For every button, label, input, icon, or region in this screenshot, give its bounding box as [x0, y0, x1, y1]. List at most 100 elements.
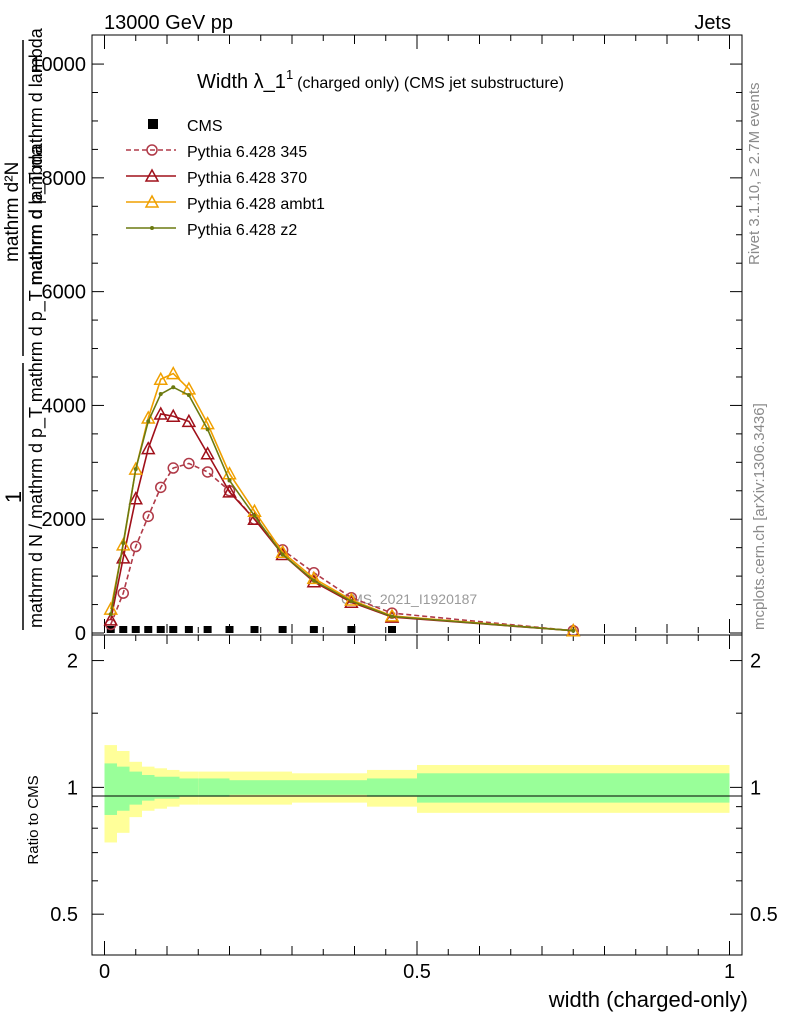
y-tick-label: 2000 [42, 509, 87, 531]
ratio-band-inner [117, 766, 130, 811]
legend-entry: Pythia 6.428 370 [126, 168, 307, 187]
data-point [156, 626, 165, 633]
data-point [155, 481, 167, 494]
ratio-tick-label-right: 1 [750, 777, 761, 799]
data-point [306, 574, 322, 588]
title-subtitle: (charged only) (CMS jet substructure) [297, 75, 564, 92]
data-point [205, 427, 210, 432]
ratio-tick-label: 0.5 [50, 904, 78, 926]
ratio-band-inner [417, 773, 730, 803]
main-y-axis: 0 2000 4000 6000 8000 10000 [30, 54, 742, 645]
series-layer [103, 366, 581, 637]
data-point [203, 626, 212, 633]
data-point [165, 408, 181, 422]
data-point [165, 366, 181, 380]
data-point [311, 578, 316, 583]
ratio-tick-label: 2 [67, 651, 78, 673]
ratio-band-inner [198, 778, 230, 797]
data-point [252, 513, 257, 518]
title-main: Width λ_1 [197, 71, 286, 93]
data-point [108, 612, 113, 617]
data-point [278, 626, 287, 633]
main-y-label: 1 mathrm d N / mathrm d p_T mathrm d p_T… [1, 27, 47, 630]
ylabel-frac-bottom: mathrm d N / mathrm d p_T mathrm d p_T m… [26, 145, 47, 628]
rivet-label: Rivet 3.1.10, ≥ 2.7M events [746, 83, 763, 266]
ratio-tick-label-right: 2 [750, 651, 761, 673]
series-4 [108, 385, 576, 633]
data-point [571, 628, 576, 633]
legend-label: Pythia 6.428 370 [187, 170, 307, 187]
data-point [153, 406, 169, 420]
series-0 [106, 626, 396, 633]
ratio-band-inner [179, 778, 199, 797]
ylabel-denominator: mathrm d p_T mathrm d lambda [26, 27, 47, 285]
data-point [388, 626, 396, 633]
data-point [349, 599, 354, 604]
data-point [186, 393, 191, 398]
legend-entry: Pythia 6.428 z2 [126, 222, 297, 239]
data-point [309, 626, 318, 633]
ratio-band-inner [367, 778, 417, 797]
legend-entry: CMS [148, 118, 223, 135]
legend-marker [146, 144, 158, 156]
y-tick-label: 6000 [42, 282, 87, 304]
plot-title: Width λ_11 (charged only) (CMS jet substr… [197, 67, 564, 93]
y-tick-label: 8000 [42, 168, 87, 190]
data-point [169, 626, 178, 633]
legend-label: Pythia 6.428 ambt1 [187, 196, 325, 213]
y-tick-label: 4000 [42, 395, 87, 417]
title-superscript: 1 [286, 67, 293, 82]
data-point [158, 392, 163, 397]
data-point [181, 413, 197, 428]
data-point [128, 461, 144, 475]
ratio-band-inner [167, 776, 180, 799]
data-point [183, 457, 195, 470]
ratio-band-inner [292, 780, 367, 795]
data-point [200, 446, 215, 460]
data-point [225, 626, 234, 633]
data-point [131, 626, 140, 633]
data-point [184, 626, 193, 633]
data-point [103, 612, 119, 626]
ratio-tick-label-right: 0.5 [750, 904, 778, 926]
ratio-band-inner [104, 763, 117, 815]
mcplots-label: mcplots.cern.ch [arXiv:1306.3436] [751, 403, 768, 630]
legend: CMS Pythia 6.428 345 Pythia 6.428 370 Pythi… [126, 118, 325, 239]
data-point [390, 614, 394, 619]
data-point [144, 626, 153, 633]
legend-marker [144, 168, 160, 182]
energy-label: 13000 GeV pp [104, 12, 233, 34]
data-point [133, 467, 138, 472]
ratio-y-axis: 0.5 1 2 0.5 1 2 [50, 651, 778, 927]
y-tick-label: 10000 [30, 54, 86, 76]
data-point [347, 626, 356, 633]
data-point [250, 626, 259, 633]
data-point [130, 540, 142, 553]
data-point [146, 419, 151, 424]
y-tick-label: 0 [75, 623, 86, 645]
ratio-band-inner [154, 776, 167, 799]
legend-entry: Pythia 6.428 345 [126, 144, 307, 161]
data-point [167, 462, 179, 474]
legend-label: Pythia 6.428 z2 [187, 222, 297, 239]
legend-label: Pythia 6.428 345 [187, 144, 307, 161]
x-axis-label: width (charged-only) [548, 987, 748, 1012]
process-label: Jets [694, 12, 731, 34]
legend-marker [150, 226, 154, 230]
legend-marker [148, 119, 158, 129]
data-point [222, 484, 237, 498]
series-line [109, 413, 574, 632]
data-point [280, 552, 285, 557]
data-point [119, 626, 128, 633]
ratio-y-label: Ratio to CMS [25, 775, 42, 864]
data-point [171, 385, 176, 390]
ratio-uncertainty-bands [104, 745, 730, 843]
data-point [117, 587, 129, 599]
data-point [142, 510, 154, 523]
series-line [110, 462, 574, 632]
legend-marker [144, 194, 160, 208]
data-point [140, 441, 156, 455]
data-point [128, 491, 144, 505]
data-point [201, 466, 214, 478]
